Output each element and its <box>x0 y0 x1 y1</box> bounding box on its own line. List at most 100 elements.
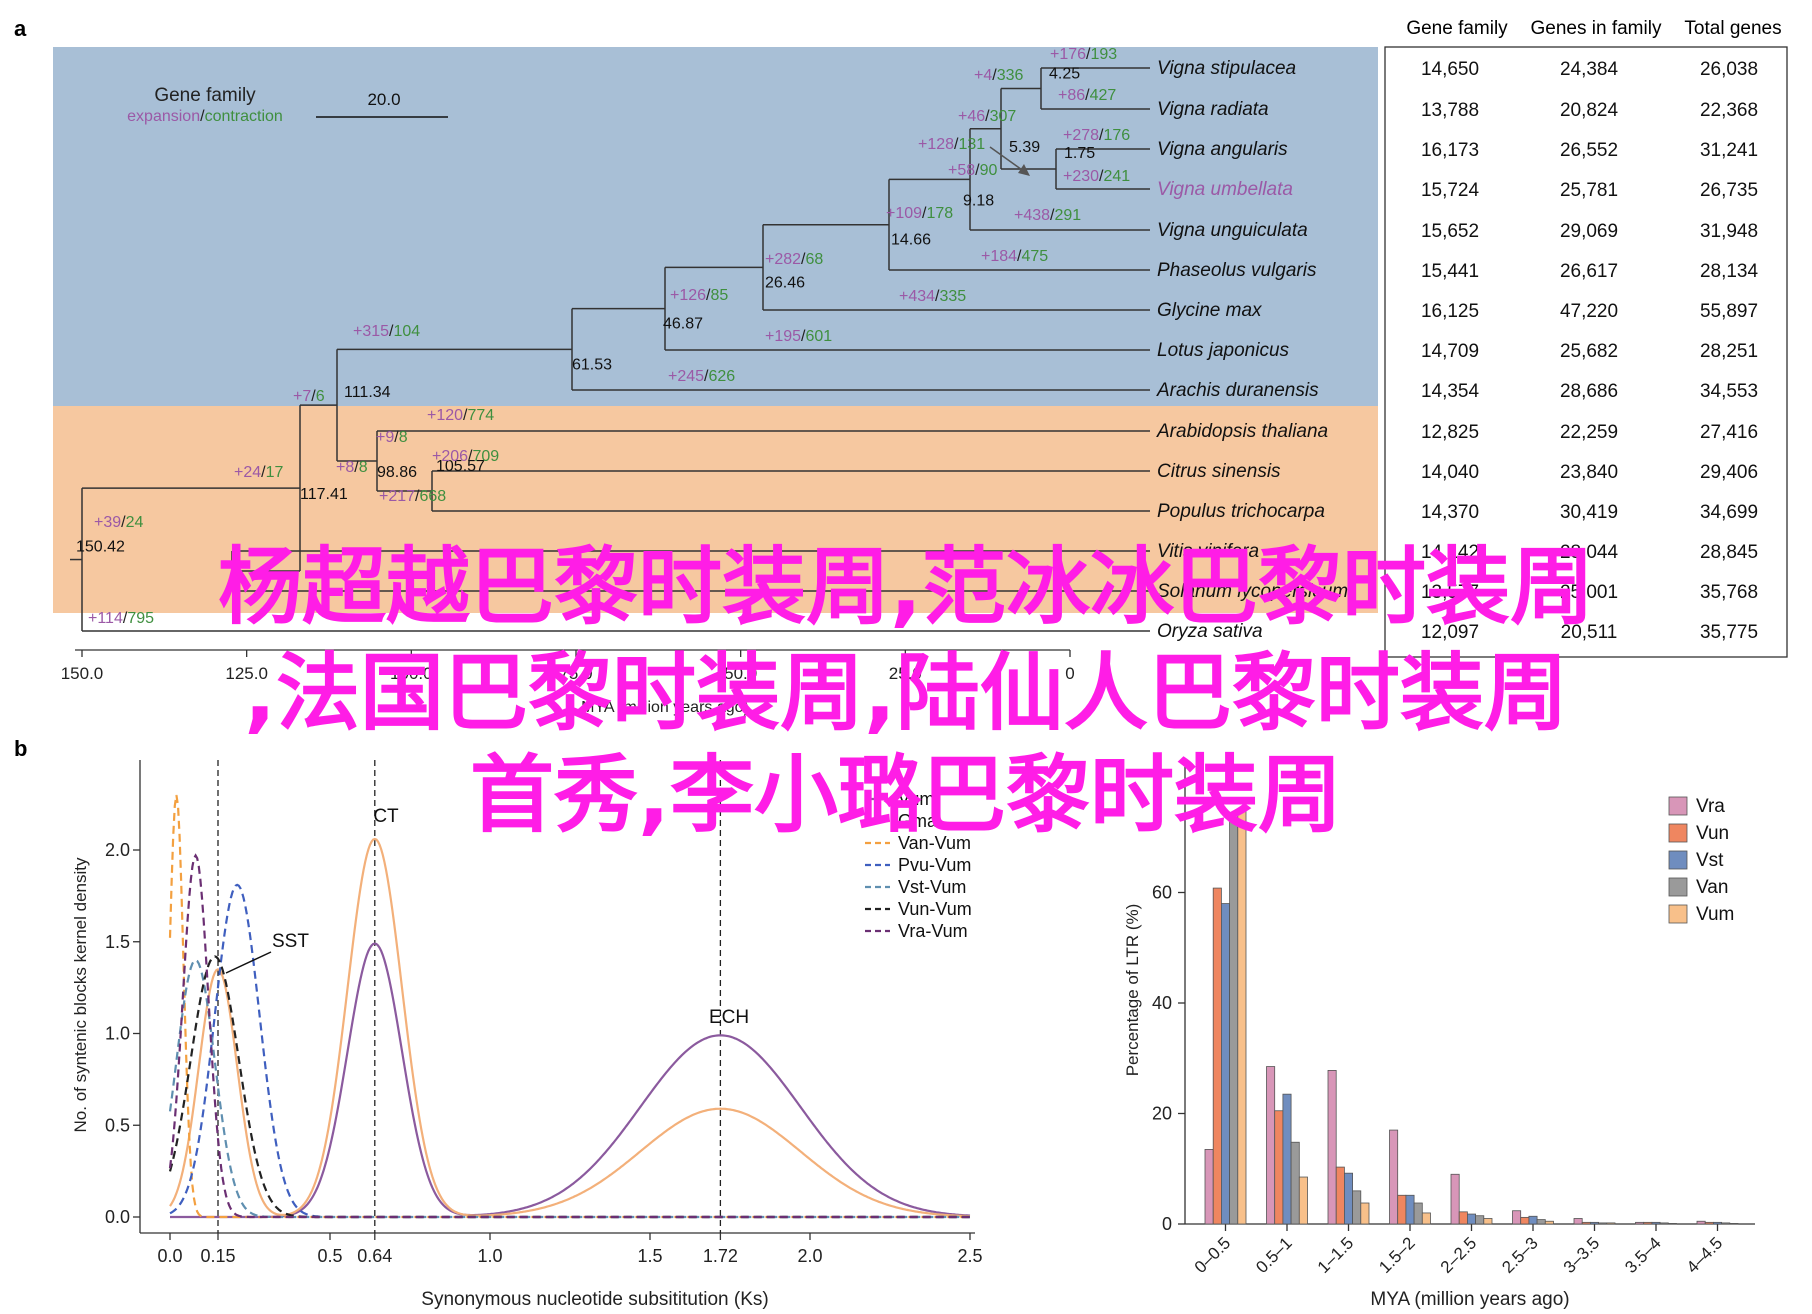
species-label: Arachis duranensis <box>1156 380 1319 401</box>
overlay-text-line-1: 杨超越巴黎时装周,范冰冰巴黎时装周 <box>218 538 1594 636</box>
table-cell: 28,044 <box>1560 542 1619 563</box>
table-cell: 14,142 <box>1421 542 1479 563</box>
ltr-bar <box>1221 903 1231 1225</box>
branch-change-label: +206/709 <box>432 448 499 465</box>
table-cell: 25,682 <box>1560 341 1618 362</box>
overlay-text-line-3: 首秀,李小璐巴黎时装周 <box>470 746 1342 844</box>
node-age-label: 5.39 <box>1009 139 1040 156</box>
y-tick-label: 0.0 <box>105 1207 130 1227</box>
table-header-total-genes: Total genes <box>1684 18 1781 39</box>
species-label: Vigna angularis <box>1157 139 1288 160</box>
tree-labels: Vigna stipulacea Vigna radiata Vigna angul… <box>76 46 1348 642</box>
branch-change-label: +195/601 <box>765 328 832 345</box>
table-cell: 28,134 <box>1700 261 1759 282</box>
other-clade-shading <box>53 406 1378 613</box>
table-cell: 34,553 <box>1700 381 1758 402</box>
ltr-bar <box>1467 1213 1477 1225</box>
table-cell: 26,038 <box>1700 59 1758 80</box>
ltr-bar <box>1413 1202 1423 1225</box>
ltr-bar <box>1229 816 1239 1225</box>
ltr-bar <box>1458 1211 1468 1225</box>
branch-change-label: +24/17 <box>234 464 283 481</box>
fabaceae-clade-shading <box>53 47 1378 406</box>
ltr-bar <box>1327 1070 1337 1225</box>
y-tick-label: 0 <box>1162 1214 1172 1234</box>
scale-bar-label: 20.0 <box>367 90 400 109</box>
table-cell: 23,840 <box>1560 462 1618 483</box>
kde-series-line <box>170 942 971 1219</box>
ltr-bar <box>1544 1220 1554 1225</box>
overlay-text-line-2: ,法国巴黎时装周,陆仙人巴黎时装周 <box>244 644 1568 742</box>
ltr-bar <box>1721 1222 1731 1225</box>
table-cell: 34,699 <box>1700 502 1758 523</box>
table-cell: 13,577 <box>1421 582 1479 603</box>
pointer-arrow <box>989 146 1026 173</box>
sst-annotation: SST <box>272 931 309 952</box>
ct-annotation: CT <box>373 806 399 827</box>
ltr-bar <box>1528 1215 1538 1225</box>
branch-change-label: +46/307 <box>958 108 1016 125</box>
branch-change-label: +126/85 <box>670 287 728 304</box>
legend-swatch <box>1668 796 1688 816</box>
legend-swatch <box>1668 850 1688 870</box>
x-tick-label: 3.5–4 <box>1621 1233 1665 1277</box>
time-axis-label: MYA (million years ago) <box>581 699 749 716</box>
x-tick-label: 0.5–1 <box>1252 1233 1296 1277</box>
ltr-bar <box>1360 1202 1370 1225</box>
y-tick-label: 1.5 <box>105 932 130 952</box>
branch-change-label: +114/795 <box>88 610 154 627</box>
y-tick-label: 2.0 <box>105 840 130 860</box>
y-tick-label: 40 <box>1152 993 1172 1013</box>
ltr-bar <box>1667 1223 1677 1225</box>
ltr-bar <box>1274 1110 1284 1225</box>
branch-change-label: +315/104 <box>353 323 420 340</box>
gene-family-legend-title: Gene family <box>154 85 256 106</box>
kde-peak-markers <box>217 760 722 1233</box>
species-label: Oryza sativa <box>1157 621 1263 642</box>
table-frame <box>1384 46 1788 658</box>
pointer-arrow-head <box>1018 164 1030 176</box>
table-cell: 28,845 <box>1700 542 1758 563</box>
time-axis: 150.0 125.0 100.0 75.0 50.0 25.0 0 MYA (millio… <box>61 649 1075 716</box>
legend-entry: Van-Vum <box>898 833 971 853</box>
species-label: Vigna stipulacea <box>1157 58 1296 79</box>
table-cell: 15,441 <box>1421 261 1479 282</box>
x-tick-label: 2.0 <box>797 1246 822 1266</box>
table-cell: 29,069 <box>1560 221 1618 242</box>
species-label: Phaseolus vulgaris <box>1157 260 1317 281</box>
branch-change-label: +245/626 <box>668 368 735 385</box>
ltr-bar <box>1237 809 1247 1225</box>
table-cell: 31,948 <box>1700 221 1758 242</box>
ltr-bar <box>1344 1172 1354 1225</box>
ltr-bars <box>1204 809 1739 1225</box>
ltr-bar <box>1483 1218 1493 1225</box>
ltr-bar <box>1536 1219 1546 1225</box>
axis-tick-label: 0 <box>1065 664 1074 683</box>
y-tick-label: 0.5 <box>105 1115 130 1135</box>
legend-entry: Vum <box>898 789 934 809</box>
species-label: Citrus sinensis <box>1157 461 1281 482</box>
table-cell: 14,650 <box>1421 59 1479 80</box>
species-label: Lotus japonicus <box>1157 340 1290 361</box>
ltr-bar <box>1421 1212 1431 1225</box>
node-age-label: 4.25 <box>1049 66 1080 83</box>
x-tick-label: 4–4.5 <box>1683 1233 1727 1277</box>
table-cell: 16,173 <box>1421 140 1479 161</box>
table-cell: 25,781 <box>1560 180 1618 201</box>
species-label: Vitis vinifera <box>1157 541 1259 562</box>
x-tick-label: 0.0 <box>157 1246 182 1266</box>
table-cell: 31,241 <box>1700 140 1758 161</box>
kde-series-line <box>168 794 970 1219</box>
ltr-bar <box>1290 1141 1300 1225</box>
ltr-bar <box>1397 1194 1407 1225</box>
table-cell: 12,825 <box>1421 422 1479 443</box>
kde-curves <box>168 794 971 1219</box>
ltr-bar <box>1512 1210 1522 1225</box>
x-tick-label: 1–1.5 <box>1314 1233 1358 1277</box>
panel-b-label: b <box>14 736 27 761</box>
table-cell: 22,368 <box>1700 100 1758 121</box>
node-age-label: 61.53 <box>572 356 612 373</box>
table-cell: 15,724 <box>1421 180 1480 201</box>
ltr-bar <box>1405 1194 1415 1225</box>
node-age-label: 117.41 <box>300 486 348 503</box>
